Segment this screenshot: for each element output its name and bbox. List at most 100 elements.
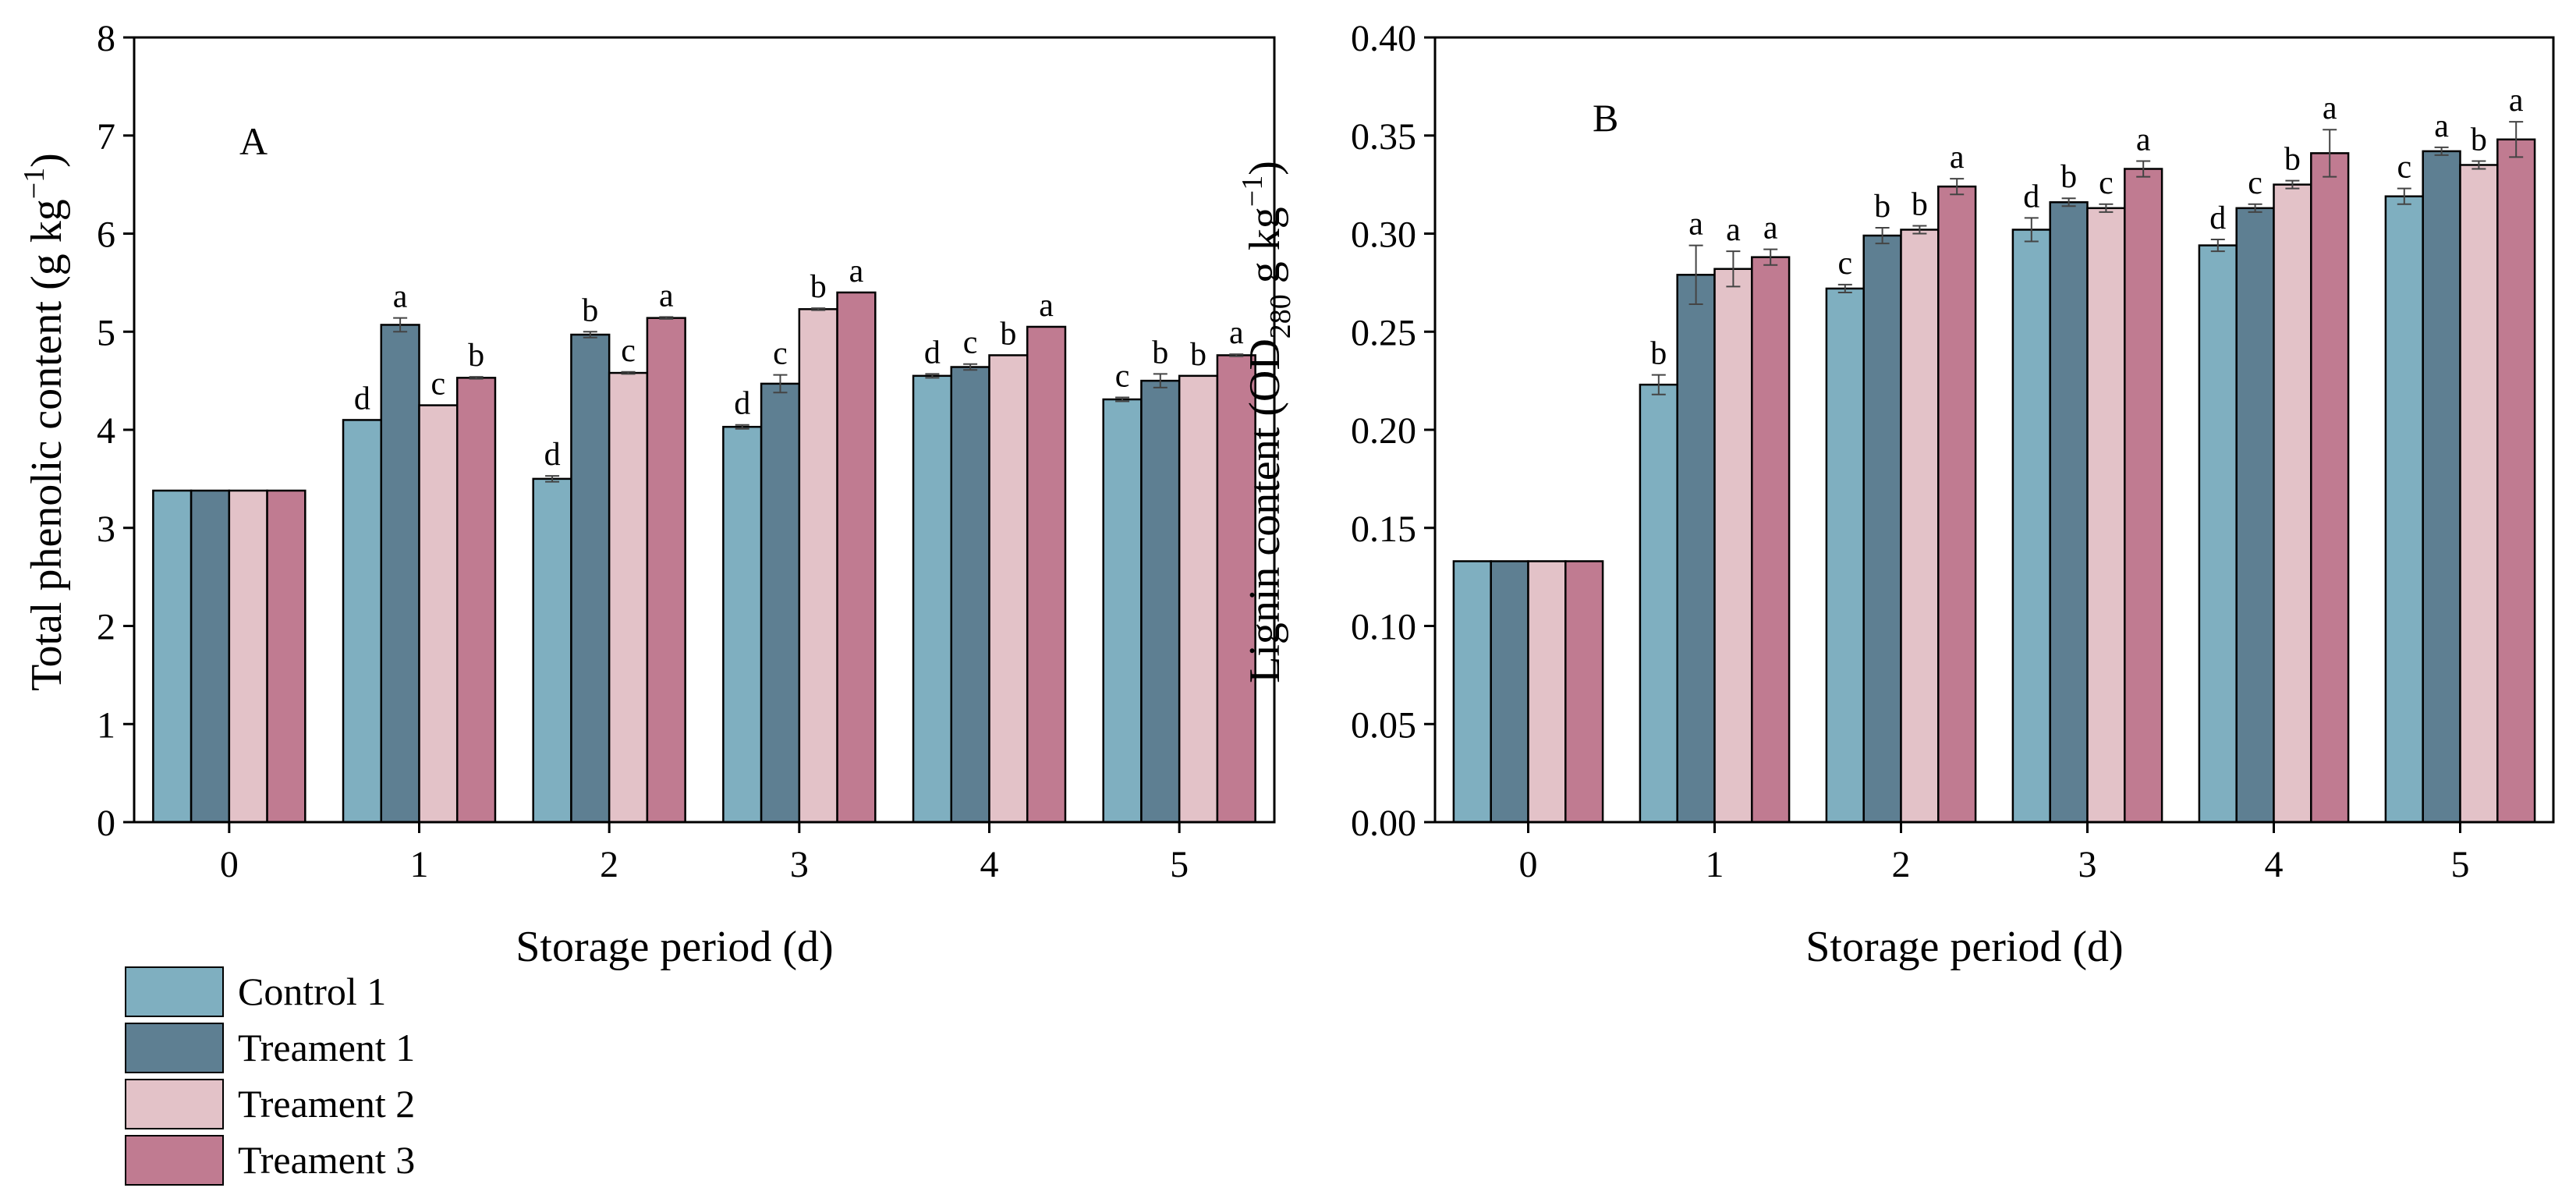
bar — [190, 489, 231, 824]
y-tick-label: 4 — [97, 410, 115, 452]
y-tick-label: 8 — [97, 18, 115, 59]
bar — [152, 489, 193, 824]
significance-letter: c — [773, 336, 788, 372]
y-tick-label: 0.15 — [1351, 509, 1416, 550]
legend-swatch — [125, 1134, 224, 1186]
legend-label: Treament 3 — [238, 1138, 416, 1182]
bar — [2384, 195, 2424, 824]
bar — [570, 333, 611, 824]
y-tick-label: 6 — [97, 215, 115, 256]
legend-item-treament-3: Treament 3 — [125, 1132, 415, 1188]
bar — [1178, 374, 1219, 824]
significance-letter: a — [2434, 108, 2449, 144]
bar — [380, 324, 420, 824]
bar — [1900, 229, 1940, 824]
bar — [1825, 287, 1865, 824]
significance-letter: c — [963, 325, 978, 361]
bar — [2086, 207, 2126, 824]
x-axis-label: Storage period (d) — [516, 923, 833, 971]
bar — [2198, 244, 2238, 824]
legend-swatch — [125, 1022, 224, 1073]
bar — [228, 489, 268, 824]
significance-letter: c — [2397, 150, 2411, 186]
bar — [1102, 398, 1143, 824]
bar — [646, 317, 686, 824]
x-tick-label: 0 — [220, 844, 239, 885]
significance-letter: b — [2060, 159, 2077, 195]
bar — [2011, 229, 2051, 824]
bar — [1490, 560, 1529, 824]
bar — [760, 382, 801, 824]
x-tick-label: 4 — [2265, 844, 2284, 885]
significance-letter: b — [1650, 336, 1667, 372]
bar — [1140, 379, 1181, 824]
x-tick-label: 5 — [1170, 844, 1189, 885]
significance-letter: a — [2509, 83, 2524, 119]
significance-letter: c — [2099, 165, 2114, 201]
significance-letter: b — [1912, 186, 1928, 222]
panel-label: A — [239, 119, 268, 163]
x-tick-label: 4 — [980, 844, 999, 885]
bar — [988, 354, 1029, 824]
bar — [1676, 274, 1716, 824]
y-tick-label: 0.35 — [1351, 116, 1416, 158]
significance-letter: b — [1874, 189, 1890, 225]
y-tick-label: 0.25 — [1351, 312, 1416, 353]
x-tick-label: 5 — [2451, 844, 2470, 885]
x-tick-label: 1 — [410, 844, 429, 885]
y-tick-label: 0.20 — [1351, 410, 1416, 452]
legend-item-control-1: Control 1 — [125, 963, 415, 1019]
legend-label: Treament 1 — [238, 1026, 416, 1069]
significance-letter: a — [1688, 207, 1703, 243]
bar — [1527, 560, 1567, 824]
legend-item-treament-2: Treament 2 — [125, 1076, 415, 1132]
bar — [266, 489, 306, 824]
significance-letter: c — [1837, 246, 1852, 282]
bar — [1452, 560, 1492, 824]
x-tick-label: 3 — [2078, 844, 2097, 885]
significance-letter: c — [2248, 165, 2262, 201]
bar — [532, 477, 572, 824]
legend: Control 1 Treament 1 Treament 2 Treament… — [125, 963, 415, 1188]
x-tick-label: 3 — [790, 844, 809, 885]
x-tick-label: 1 — [1706, 844, 1724, 885]
legend-swatch — [125, 1078, 224, 1129]
bar — [798, 308, 838, 824]
x-axis-label: Storage period (d) — [1805, 923, 2123, 971]
bar — [2273, 183, 2312, 824]
significance-letter: b — [810, 269, 827, 305]
significance-letter: a — [1763, 211, 1778, 246]
bar — [836, 291, 877, 824]
significance-letter: b — [582, 293, 598, 328]
significance-letter: c — [431, 367, 446, 402]
panel-label: B — [1593, 96, 1618, 140]
significance-letter: d — [2023, 179, 2039, 215]
x-tick-label: 0 — [1519, 844, 1538, 885]
legend-label: Control 1 — [238, 970, 387, 1013]
bar — [2124, 168, 2163, 824]
legend-item-treament-1: Treament 1 — [125, 1019, 415, 1076]
bar — [1751, 256, 1791, 824]
significance-letter: b — [1190, 337, 1207, 373]
bar — [1564, 560, 1604, 824]
significance-letter: c — [1115, 359, 1130, 395]
bar — [1937, 185, 1977, 824]
y-tick-label: 3 — [97, 509, 115, 550]
y-tick-label: 0.40 — [1351, 18, 1416, 59]
significance-letter: d — [354, 381, 370, 417]
significance-letter: a — [2323, 90, 2337, 126]
significance-letter: b — [1000, 316, 1016, 352]
significance-letter: a — [659, 278, 674, 314]
bar — [1713, 268, 1753, 824]
significance-letter: b — [1152, 335, 1168, 371]
significance-letter: a — [393, 279, 408, 315]
significance-letter: d — [2209, 200, 2226, 236]
bar — [2049, 201, 2089, 824]
bar — [2235, 207, 2275, 824]
significance-letter: a — [1950, 140, 1965, 176]
y-tick-label: 0.30 — [1351, 215, 1416, 256]
significance-letter: a — [849, 254, 864, 289]
significance-letter: d — [544, 437, 561, 473]
